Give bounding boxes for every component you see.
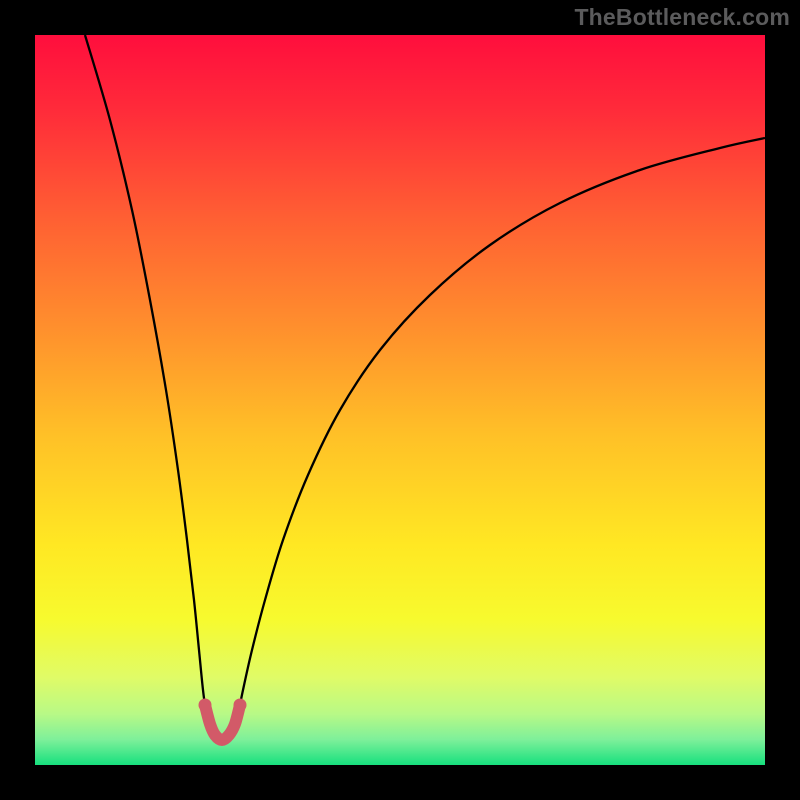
bottleneck-curve-plot bbox=[0, 0, 800, 800]
chart-root: TheBottleneck.com bbox=[0, 0, 800, 800]
valley-marker-dot-1 bbox=[234, 699, 247, 712]
watermark-text: TheBottleneck.com bbox=[574, 4, 790, 31]
valley-marker-dot-0 bbox=[199, 699, 212, 712]
plot-background bbox=[35, 35, 765, 765]
